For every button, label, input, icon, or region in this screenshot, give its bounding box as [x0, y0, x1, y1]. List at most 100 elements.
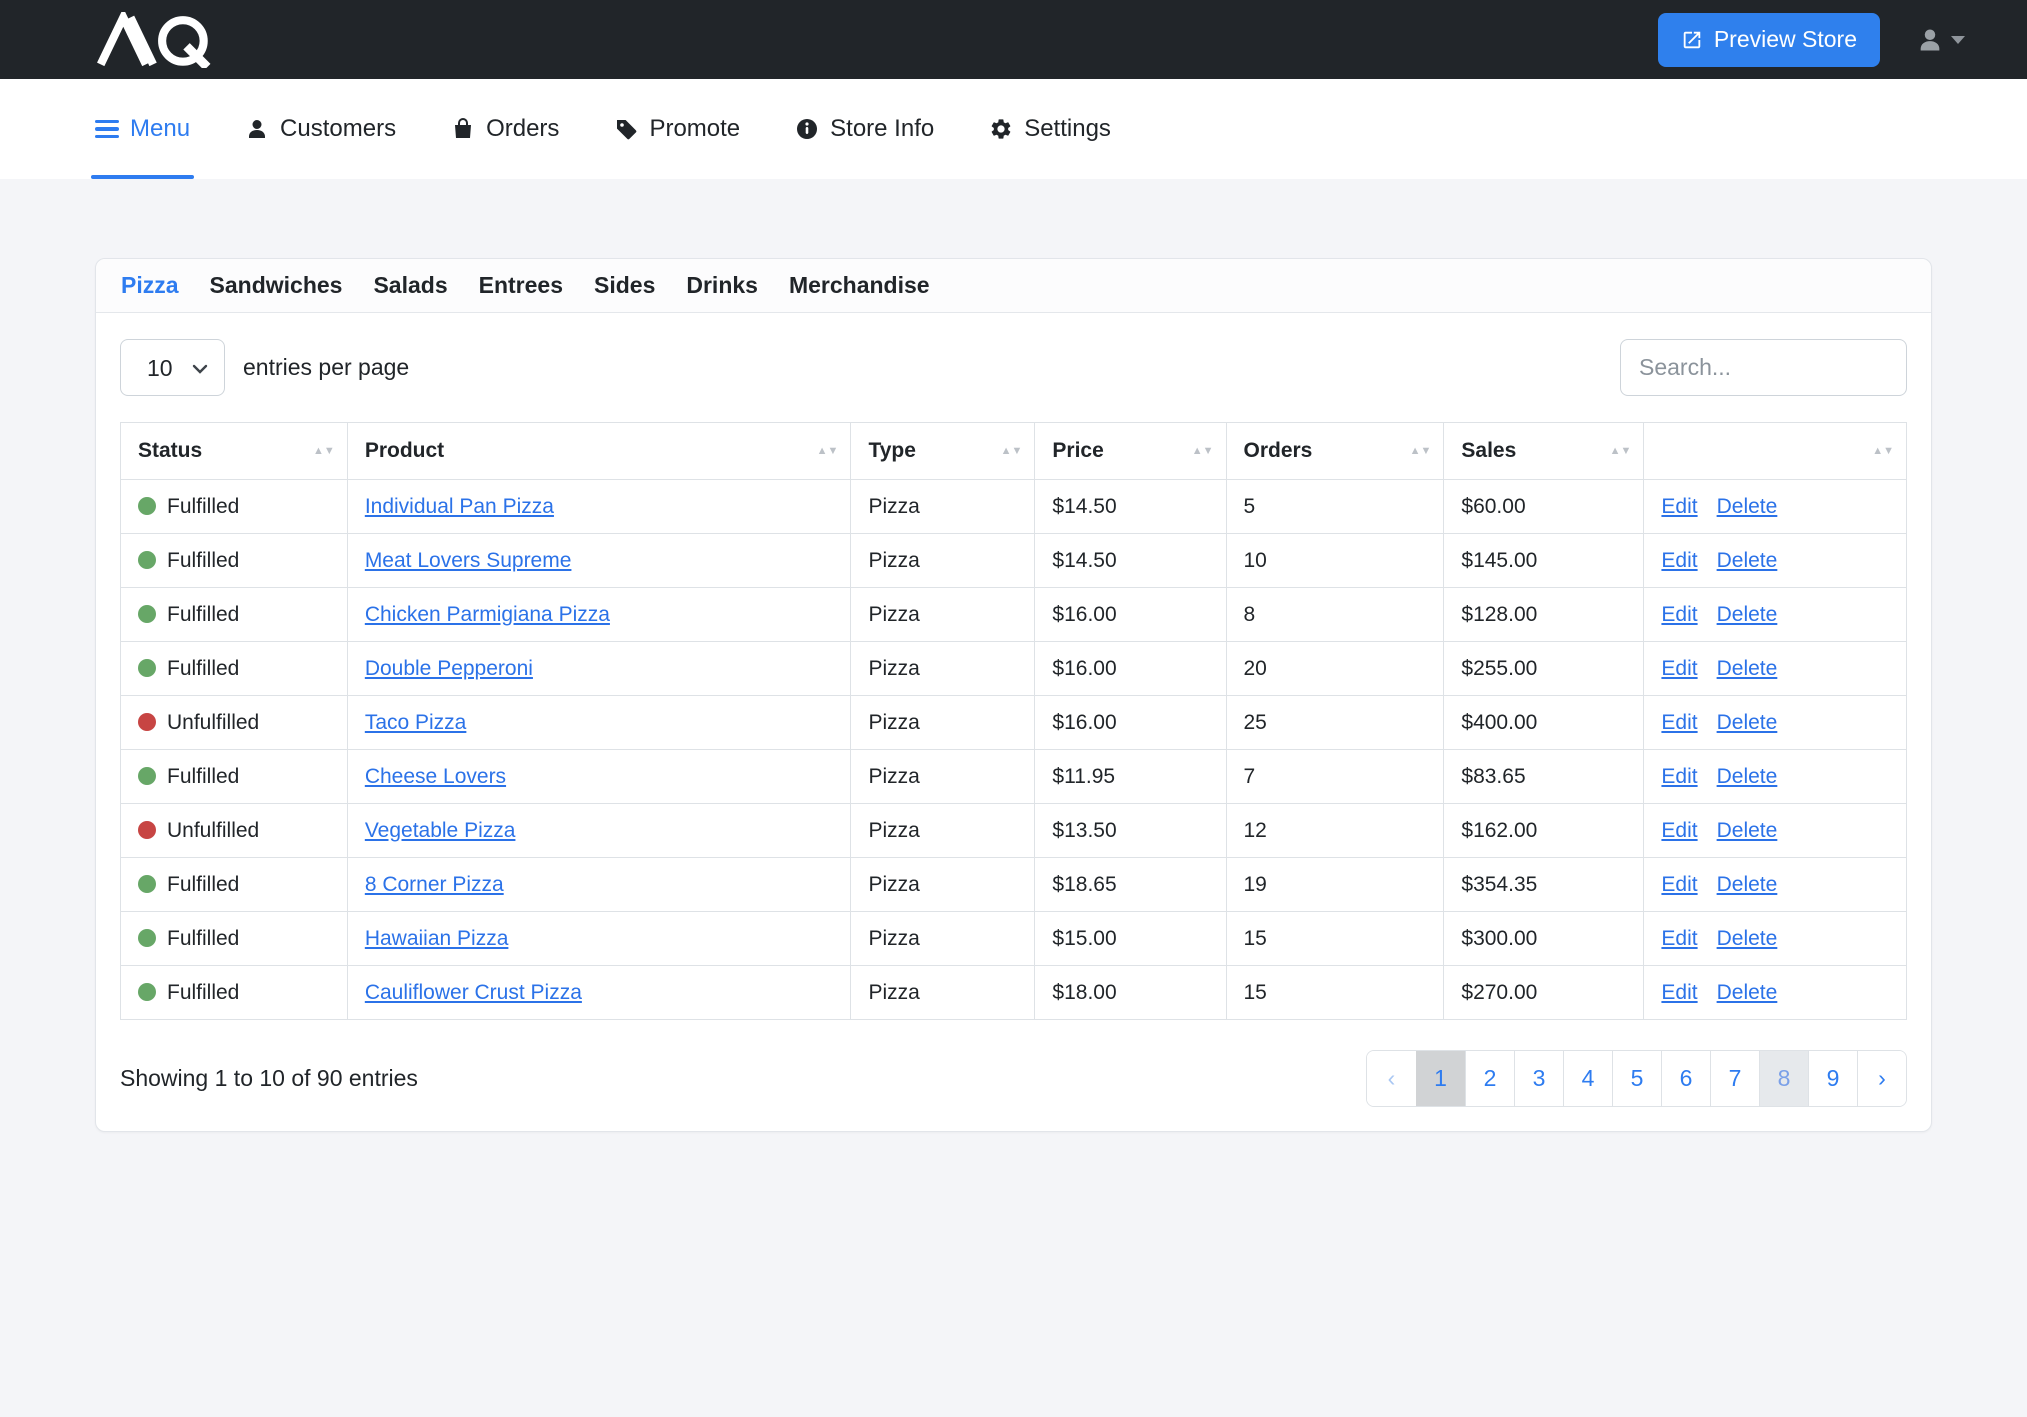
actions-cell: Edit Delete — [1643, 911, 1907, 966]
entries-select[interactable]: 10 — [121, 340, 224, 395]
product-link[interactable]: Double Pepperoni — [364, 656, 533, 680]
person-icon — [249, 120, 266, 138]
edit-link[interactable]: Edit — [1661, 494, 1698, 518]
product-link[interactable]: Chicken Parmigiana Pizza — [364, 602, 610, 626]
delete-link[interactable]: Delete — [1716, 926, 1778, 950]
entries-per-page-label: entries per page — [243, 354, 410, 380]
column-header-label: Status — [138, 439, 203, 462]
actions-cell: Edit Delete — [1643, 857, 1907, 912]
edit-link[interactable]: Edit — [1661, 656, 1698, 680]
delete-link[interactable]: Delete — [1716, 548, 1778, 572]
page-number-button[interactable]: 3 — [1514, 1051, 1563, 1106]
status-label: Unfulfilled — [167, 710, 260, 734]
page-number-button[interactable]: 9 — [1808, 1051, 1857, 1106]
column-header[interactable]: Status ▲▼ — [120, 422, 348, 480]
edit-link[interactable]: Edit — [1661, 872, 1698, 896]
edit-link[interactable]: Edit — [1661, 926, 1698, 950]
status-dot-icon — [138, 928, 156, 947]
product-link[interactable]: Hawaiian Pizza — [364, 926, 509, 950]
column-header[interactable]: Price ▲▼ — [1034, 422, 1227, 480]
column-header[interactable]: Product ▲▼ — [346, 422, 852, 480]
table-body: Fulfilled Individual Pan Pizza Pizza $14… — [120, 479, 1907, 1020]
nav-item-customers[interactable]: Customers — [245, 79, 396, 179]
nav-item-orders[interactable]: Orders — [451, 79, 559, 179]
page-number-button[interactable]: 7 — [1710, 1051, 1759, 1106]
hamburger-icon — [95, 119, 119, 139]
category-tab[interactable]: Pizza — [121, 272, 179, 298]
product-link[interactable]: 8 Corner Pizza — [364, 872, 504, 896]
product-link[interactable]: Cheese Lovers — [364, 764, 507, 788]
status-label: Fulfilled — [167, 494, 240, 518]
type-cell: Pizza — [850, 533, 1036, 588]
product-cell: Meat Lovers Supreme — [346, 533, 852, 588]
product-link[interactable]: Taco Pizza — [364, 710, 467, 734]
edit-link[interactable]: Edit — [1661, 980, 1698, 1004]
status-label: Fulfilled — [167, 656, 240, 680]
delete-link[interactable]: Delete — [1716, 494, 1778, 518]
next-page-button[interactable]: › — [1857, 1051, 1906, 1106]
edit-link[interactable]: Edit — [1661, 818, 1698, 842]
category-tab[interactable]: Salads — [373, 272, 448, 298]
column-header[interactable]: Type ▲▼ — [850, 422, 1036, 480]
product-link[interactable]: Individual Pan Pizza — [364, 494, 554, 518]
edit-link[interactable]: Edit — [1661, 764, 1698, 788]
status-cell: Unfulfilled — [120, 695, 348, 750]
column-header[interactable]: Orders ▲▼ — [1225, 422, 1445, 480]
gear-icon — [991, 119, 1011, 139]
category-tab[interactable]: Merchandise — [788, 272, 930, 298]
top-bar: Preview Store — [0, 0, 2027, 79]
page-number-button[interactable]: 8 — [1759, 1051, 1808, 1106]
actions-cell: Edit Delete — [1643, 965, 1907, 1020]
nav-item-settings[interactable]: Settings — [989, 79, 1111, 179]
category-tab[interactable]: Drinks — [686, 272, 758, 298]
column-header-label: Price — [1052, 439, 1104, 462]
search-input[interactable] — [1620, 339, 1907, 396]
external-link-icon — [1683, 31, 1701, 48]
nav-item-label: Store Info — [830, 115, 935, 142]
product-cell: Taco Pizza — [346, 695, 852, 750]
column-header[interactable]: Sales ▲▼ — [1443, 422, 1645, 480]
account-menu[interactable] — [1916, 26, 1965, 54]
preview-store-button[interactable]: Preview Store — [1657, 12, 1880, 67]
table-row: Fulfilled Chicken Parmigiana Pizza Pizza… — [120, 587, 1907, 642]
delete-link[interactable]: Delete — [1716, 980, 1778, 1004]
table-row: Fulfilled Double Pepperoni Pizza $16.00 … — [120, 641, 1907, 696]
status-cell: Fulfilled — [120, 587, 348, 642]
nav-item-menu[interactable]: Menu — [90, 79, 195, 179]
category-tab[interactable]: Sides — [594, 272, 656, 298]
sales-cell: $270.00 — [1443, 965, 1645, 1020]
product-link[interactable]: Vegetable Pizza — [364, 818, 516, 842]
category-tabs: Pizza Sandwiches Salads Entrees Sides Dr… — [96, 259, 1931, 313]
delete-link[interactable]: Delete — [1716, 764, 1778, 788]
delete-link[interactable]: Delete — [1716, 872, 1778, 896]
product-cell: Hawaiian Pizza — [346, 911, 852, 966]
page-number-button[interactable]: 6 — [1661, 1051, 1710, 1106]
nav-item-store-info[interactable]: Store Info — [795, 79, 934, 179]
previous-page-button[interactable]: ‹ — [1367, 1051, 1416, 1106]
edit-link[interactable]: Edit — [1661, 548, 1698, 572]
products-table: Status ▲▼ Product ▲▼ Type ▲▼ — [120, 422, 1907, 1020]
category-tab[interactable]: Sandwiches — [209, 272, 343, 298]
delete-link[interactable]: Delete — [1716, 710, 1778, 734]
page-number-button[interactable]: 4 — [1563, 1051, 1612, 1106]
orders-cell: 15 — [1225, 911, 1445, 966]
table-row: Fulfilled Cauliflower Crust Pizza Pizza … — [120, 965, 1907, 1020]
entries-per-page-select[interactable]: 10 — [120, 339, 225, 396]
page-number-button[interactable]: 2 — [1465, 1051, 1514, 1106]
column-header[interactable]: ▲▼ — [1643, 422, 1907, 480]
edit-link[interactable]: Edit — [1661, 710, 1698, 734]
status-label: Fulfilled — [167, 872, 240, 896]
nav-item-promote[interactable]: Promote — [614, 79, 740, 179]
delete-link[interactable]: Delete — [1716, 656, 1778, 680]
edit-link[interactable]: Edit — [1661, 602, 1698, 626]
page-number-button[interactable]: 1 — [1416, 1051, 1465, 1106]
orders-cell: 10 — [1225, 533, 1445, 588]
product-link[interactable]: Cauliflower Crust Pizza — [364, 980, 582, 1004]
tag-icon — [617, 120, 637, 140]
delete-link[interactable]: Delete — [1716, 818, 1778, 842]
category-tab[interactable]: Entrees — [478, 272, 563, 298]
type-cell: Pizza — [850, 803, 1036, 858]
product-link[interactable]: Meat Lovers Supreme — [364, 548, 572, 572]
delete-link[interactable]: Delete — [1716, 602, 1778, 626]
page-number-button[interactable]: 5 — [1612, 1051, 1661, 1106]
